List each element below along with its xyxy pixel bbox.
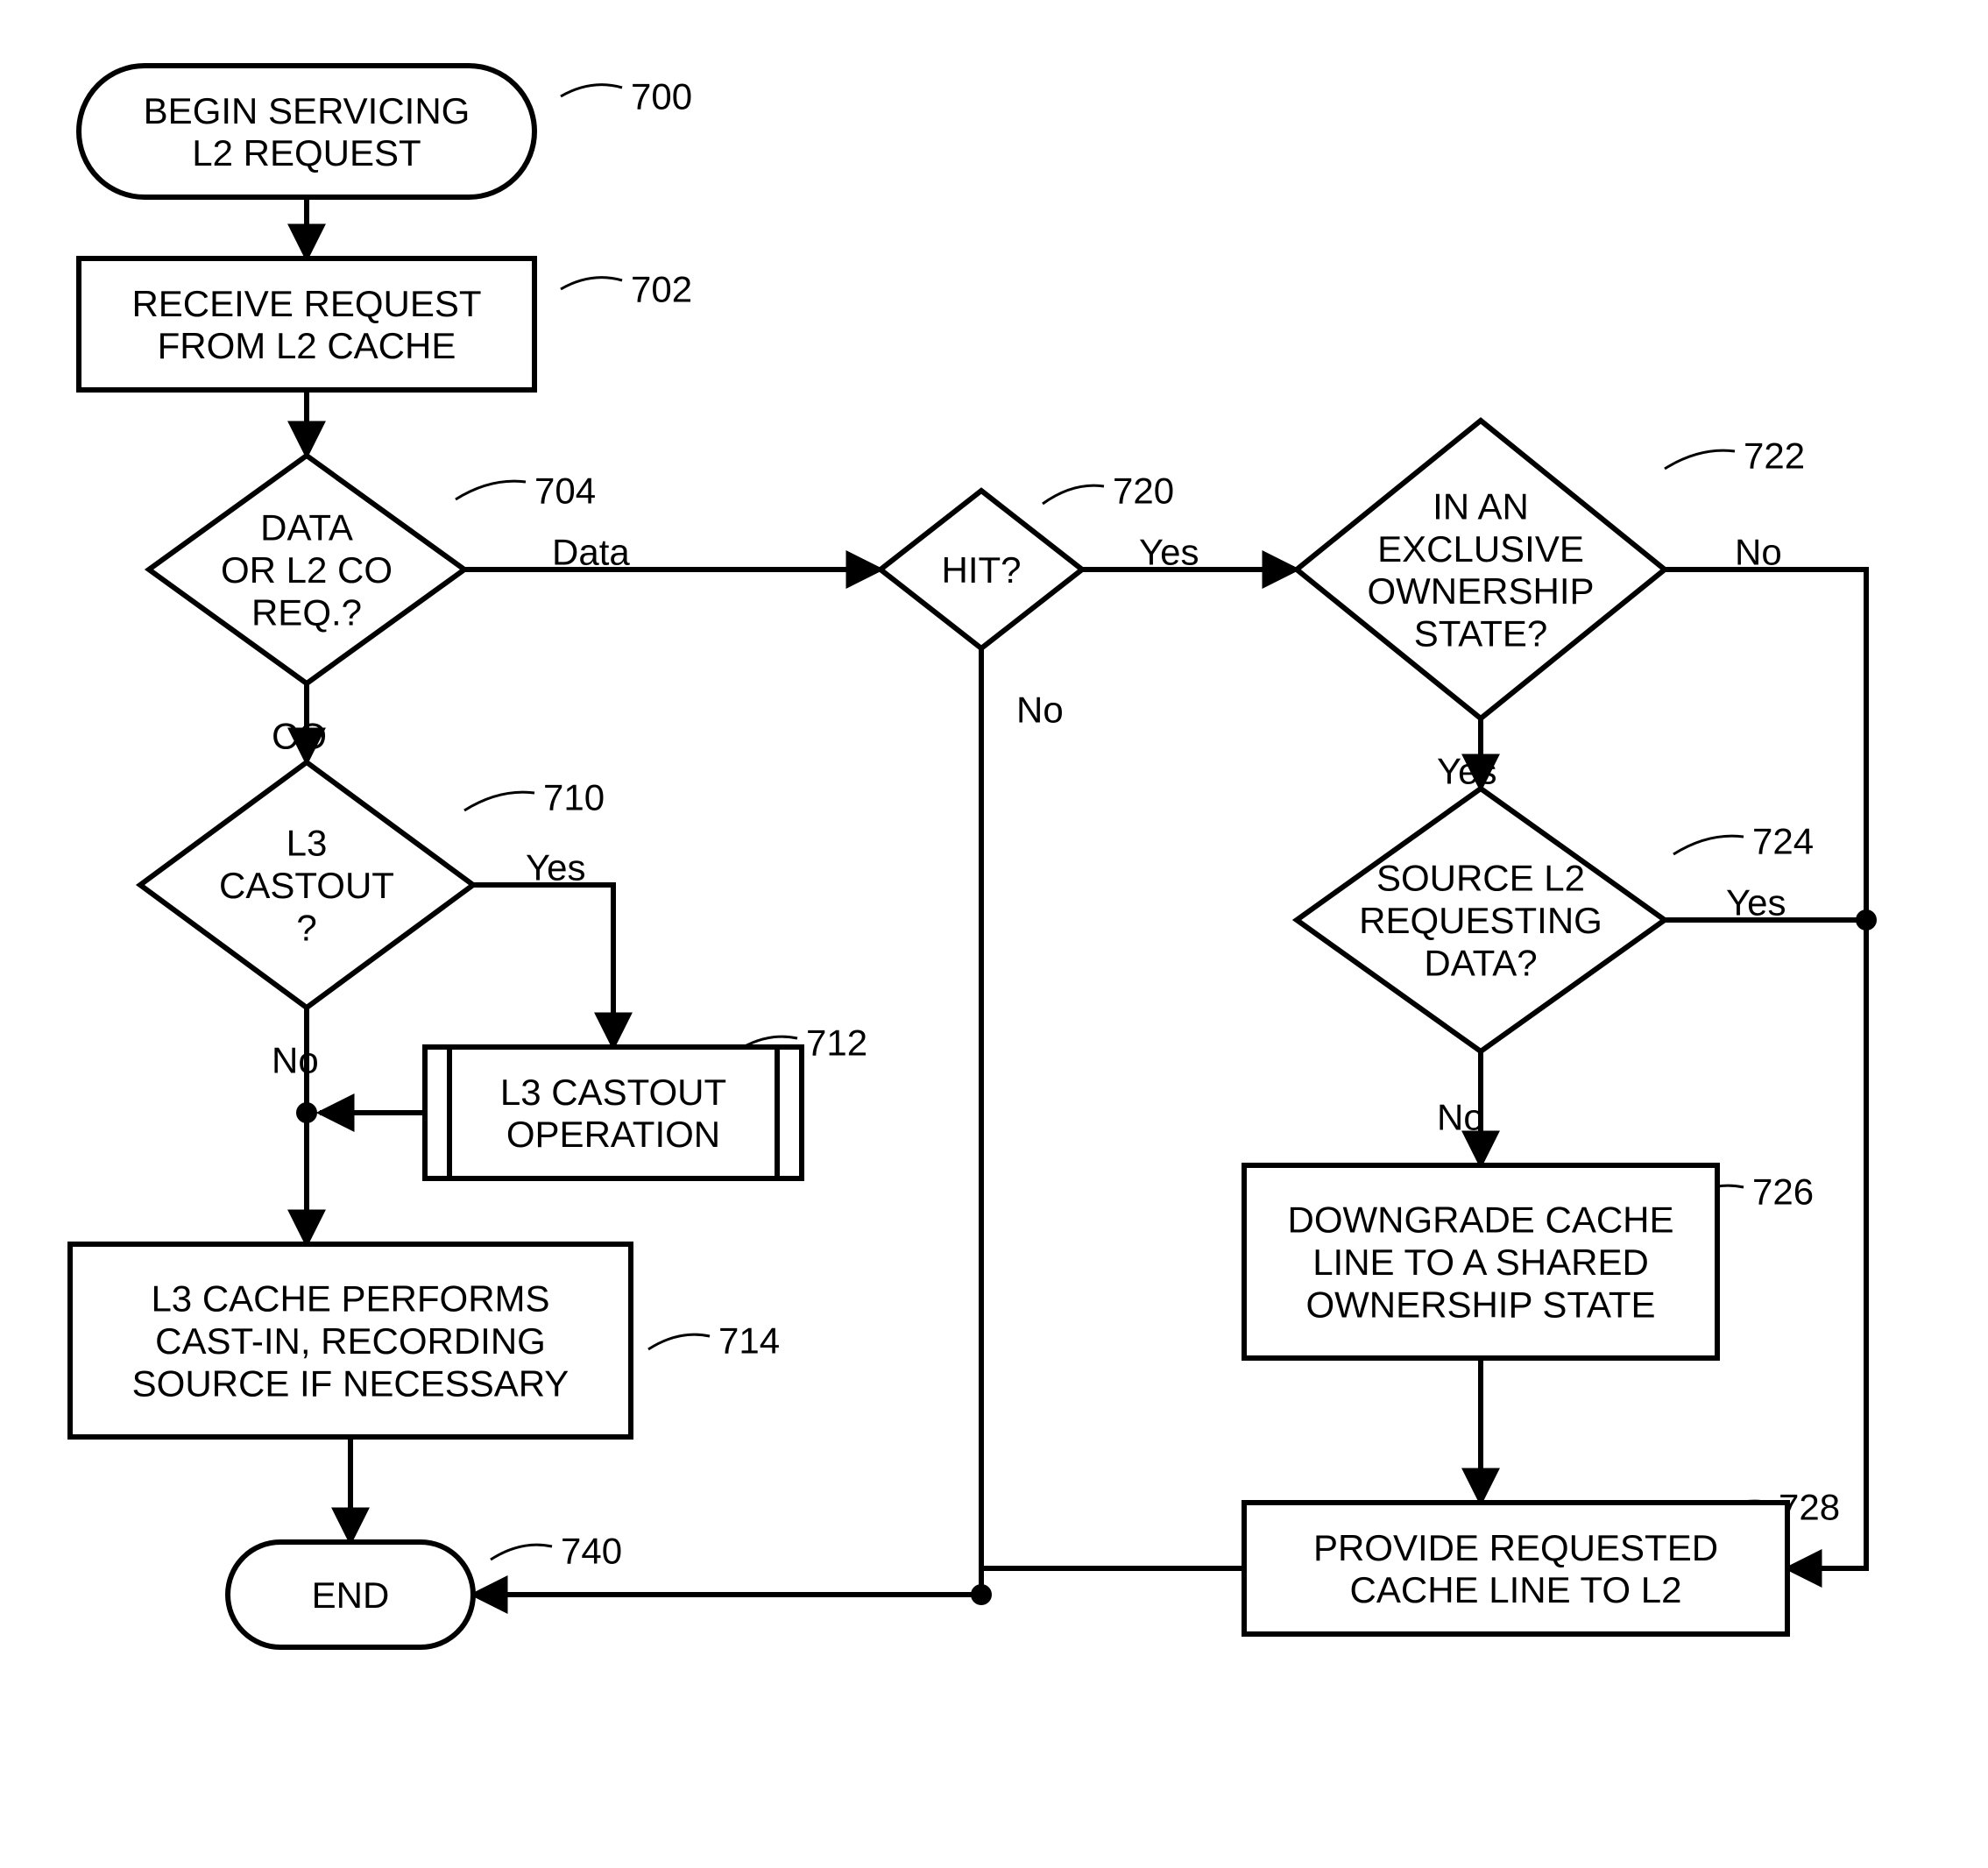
ref-label: 722 — [1744, 435, 1805, 477]
node-n728: PROVIDE REQUESTEDCACHE LINE TO L2 728 — [1244, 1487, 1840, 1635]
ref-label: 700 — [631, 76, 692, 117]
ref-label: 724 — [1752, 821, 1814, 862]
edge-label: No — [1735, 532, 1782, 573]
edge-label: Yes — [526, 847, 586, 888]
svg-text:BEGIN SERVICINGL2 REQUEST: BEGIN SERVICINGL2 REQUEST — [144, 89, 470, 173]
node-n720: HIT? 720 — [881, 471, 1174, 649]
ref-leader — [464, 792, 534, 810]
edge-label: No — [1016, 690, 1064, 731]
ref-leader — [561, 85, 622, 96]
ref-leader — [1043, 485, 1104, 504]
edge-label: No — [1437, 1097, 1484, 1138]
ref-label: 728 — [1779, 1487, 1840, 1528]
svg-text:L3 CASTOUTOPERATION: L3 CASTOUTOPERATION — [500, 1071, 726, 1154]
ref-label: 720 — [1113, 471, 1174, 512]
edge-label: Data — [552, 532, 630, 573]
ref-label: 726 — [1752, 1171, 1814, 1213]
edge-label: Yes — [1139, 532, 1199, 573]
svg-text:END: END — [312, 1574, 390, 1616]
edge-label: CO — [272, 716, 327, 757]
ref-label: 740 — [561, 1531, 622, 1572]
edge — [1787, 1551, 1866, 1568]
edge-label: Yes — [1726, 882, 1786, 923]
junction-dot — [1856, 909, 1877, 930]
flowchart-canvas: CODataNoYesYesNoYesNoYesNoBEGIN SERVICIN… — [0, 0, 1988, 1868]
ref-leader — [648, 1334, 710, 1349]
ref-leader — [1673, 836, 1744, 854]
ref-leader — [1665, 450, 1735, 469]
svg-text:DOWNGRADE CACHELINE TO A SHARE: DOWNGRADE CACHELINE TO A SHAREDOWNERSHIP… — [1287, 1199, 1673, 1325]
node-n726: DOWNGRADE CACHELINE TO A SHAREDOWNERSHIP… — [1244, 1165, 1814, 1358]
ref-label: 712 — [806, 1022, 867, 1064]
ref-leader — [456, 481, 526, 499]
node-n712: L3 CASTOUTOPERATION 712 — [425, 1022, 867, 1179]
svg-text:RECEIVE REQUESTFROM L2 CACHE: RECEIVE REQUESTFROM L2 CACHE — [131, 282, 481, 365]
ref-label: 702 — [631, 269, 692, 310]
nodes-layer: BEGIN SERVICINGL2 REQUEST 700 RECEIVE REQU… — [70, 66, 1840, 1647]
svg-text:PROVIDE REQUESTEDCACHE LINE TO: PROVIDE REQUESTEDCACHE LINE TO L2 — [1313, 1526, 1718, 1610]
edge — [1665, 570, 1866, 1568]
node-n740: END 740 — [228, 1531, 622, 1648]
ref-label: 710 — [543, 777, 605, 818]
ref-label: 714 — [718, 1320, 780, 1362]
ref-leader — [561, 278, 622, 289]
ref-leader — [491, 1545, 552, 1560]
junction-dot — [296, 1102, 317, 1123]
svg-text:L3 CACHE PERFORMSCAST-IN, RECO: L3 CACHE PERFORMSCAST-IN, RECORDINGSOURC… — [132, 1277, 570, 1404]
edge-label: Yes — [1437, 751, 1497, 792]
edge — [473, 885, 613, 1047]
svg-text:HIT?: HIT? — [941, 549, 1021, 591]
node-n714: L3 CACHE PERFORMSCAST-IN, RECORDINGSOURC… — [70, 1244, 780, 1437]
edge-label: No — [272, 1040, 319, 1081]
ref-label: 704 — [534, 471, 596, 512]
junction-dot — [971, 1584, 992, 1605]
